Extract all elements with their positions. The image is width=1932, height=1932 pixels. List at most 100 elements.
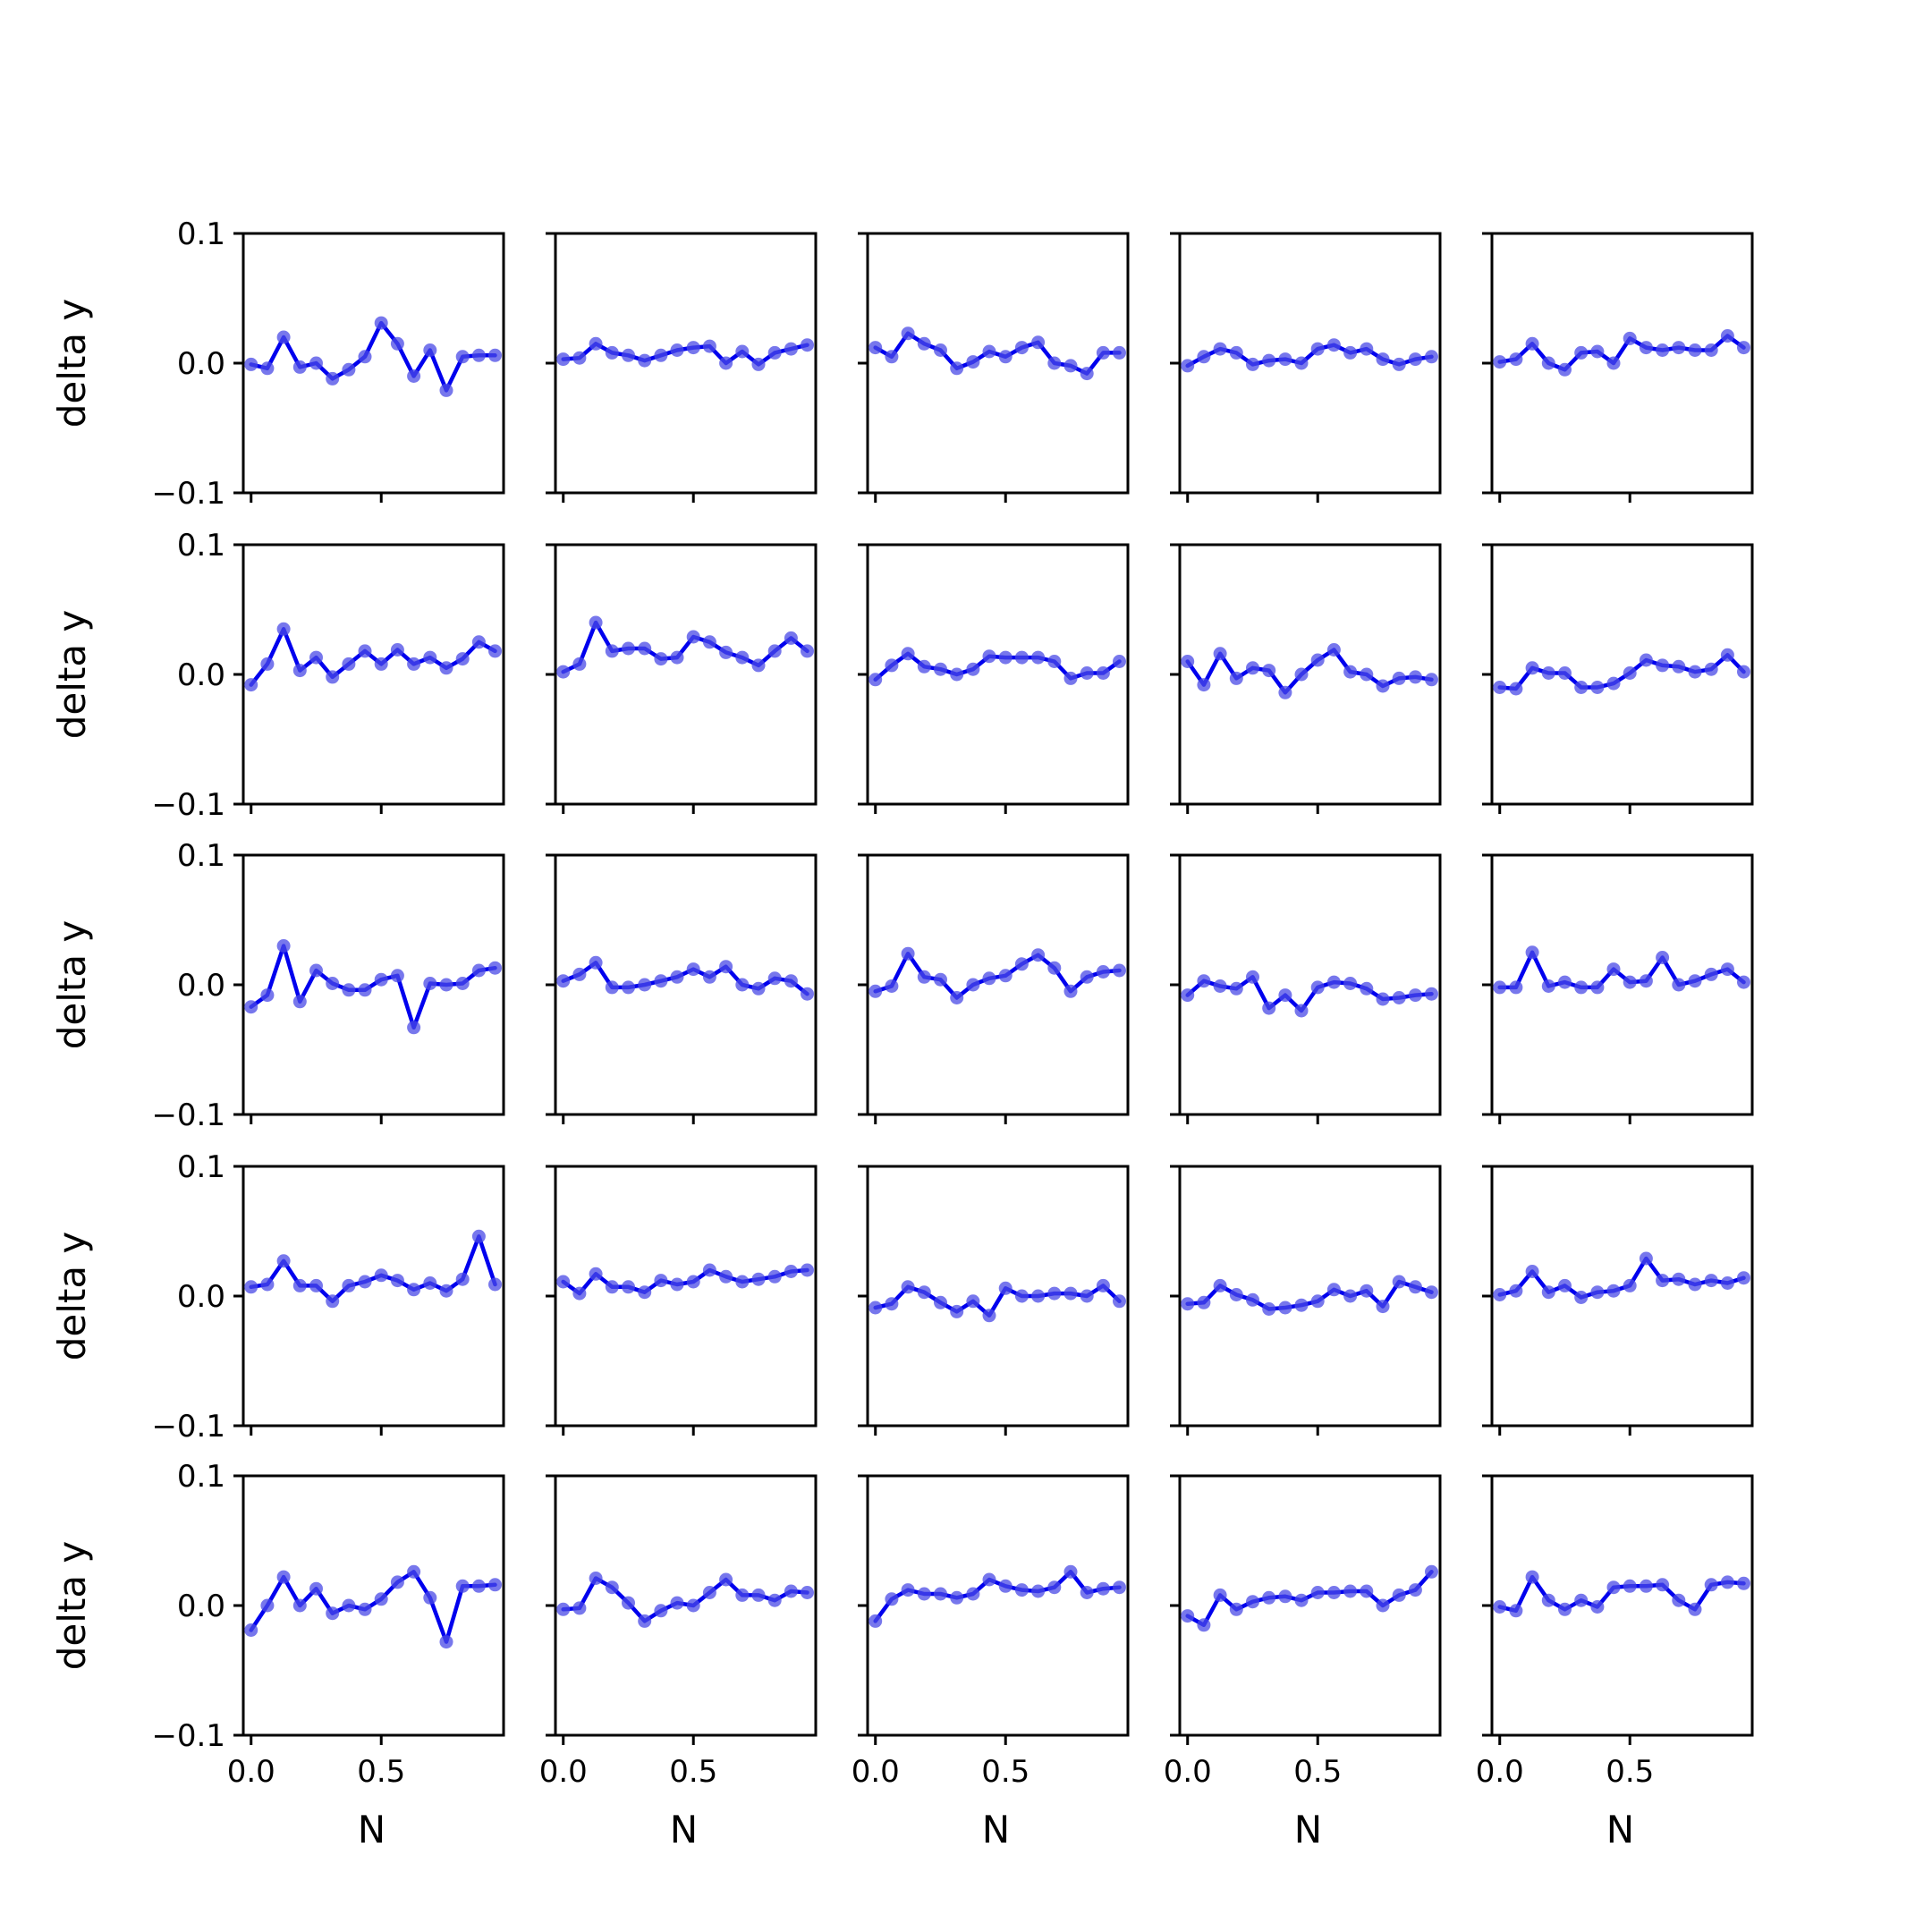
panel-r3-c2: [858, 1165, 1130, 1436]
data-point: [901, 647, 915, 661]
data-point: [1294, 667, 1309, 682]
data-point: [1113, 655, 1126, 668]
data-point: [342, 1598, 356, 1613]
data-point: [917, 1587, 931, 1601]
data-point: [1606, 1580, 1621, 1595]
data-point: [1574, 1291, 1589, 1304]
data-point: [934, 343, 947, 357]
data-point: [702, 635, 716, 649]
series-line: [1185, 1279, 1434, 1311]
data-point: [1541, 979, 1555, 993]
data-point: [1326, 1283, 1341, 1297]
data-point: [1246, 1595, 1259, 1609]
data-point: [1294, 1004, 1309, 1018]
data-point: [556, 352, 571, 367]
data-point: [589, 955, 603, 970]
data-point: [471, 1229, 486, 1243]
data-point: [1558, 1602, 1572, 1616]
data-point: [784, 1265, 798, 1278]
data-point: [326, 1294, 340, 1309]
data-point: [390, 969, 404, 983]
data-point: [982, 344, 996, 359]
data-point: [1606, 676, 1621, 691]
data-point: [1704, 967, 1718, 981]
data-point: [1014, 1289, 1029, 1303]
data-point: [1376, 1300, 1390, 1314]
panel-r0-c1: [546, 232, 818, 503]
data-point: [1737, 1576, 1750, 1590]
series-line: [1185, 975, 1434, 1013]
data-point: [719, 1269, 733, 1284]
plot-frame: [866, 853, 1130, 1116]
data-point: [654, 652, 668, 666]
data-point: [901, 946, 915, 961]
data-point: [1623, 666, 1637, 680]
data-point: [1343, 665, 1358, 679]
data-point: [374, 972, 388, 987]
data-point: [1558, 975, 1572, 989]
data-point: [358, 644, 372, 658]
data-point: [292, 1278, 307, 1292]
data-point: [801, 1586, 814, 1599]
data-point: [358, 983, 372, 997]
data-point: [556, 974, 571, 988]
data-point: [1392, 991, 1406, 1004]
data-point: [1493, 681, 1507, 694]
data-point: [423, 343, 437, 357]
x-axis-label: N: [358, 1808, 386, 1852]
x-axis-label: N: [670, 1808, 698, 1852]
series-line: [249, 320, 497, 393]
data-point: [622, 1280, 635, 1294]
series-line: [1185, 343, 1434, 369]
data-point: [1031, 1584, 1046, 1598]
data-point: [1197, 1618, 1211, 1632]
data-point: [1262, 1590, 1276, 1605]
data-point: [1213, 1588, 1227, 1602]
data-point: [1080, 1586, 1094, 1599]
data-point: [1656, 951, 1670, 964]
data-point: [1096, 1581, 1110, 1596]
data-point: [1392, 671, 1406, 685]
x-tick-label: 0.0: [227, 1754, 275, 1790]
panel-r4-c1: 0.0 0.5 N: [539, 1474, 818, 1852]
data-point: [934, 1587, 947, 1601]
data-point: [735, 978, 750, 992]
y-tick-label: −0.1: [151, 1718, 225, 1754]
data-point: [1425, 673, 1438, 687]
data-point: [869, 1301, 883, 1315]
panel-r2-c1: [546, 853, 818, 1124]
series-line: [249, 627, 497, 687]
data-point: [292, 664, 307, 678]
data-point: [1656, 1274, 1670, 1288]
data-point: [1181, 1297, 1195, 1311]
data-point: [1063, 359, 1078, 373]
data-point: [1590, 980, 1605, 995]
data-point: [1558, 362, 1572, 377]
data-point: [622, 348, 635, 362]
data-point: [1096, 965, 1110, 979]
data-point: [309, 356, 323, 370]
data-point: [1737, 665, 1750, 679]
data-point: [1623, 1278, 1637, 1292]
data-point: [1326, 975, 1341, 989]
panel-r4-c4: 0.0 0.5 N: [1476, 1474, 1754, 1852]
y-axis-label: delta y: [50, 1541, 94, 1671]
series-line: [1185, 1570, 1434, 1628]
data-point: [455, 652, 470, 666]
data-point: [869, 1614, 883, 1628]
data-point: [1181, 359, 1195, 373]
panel-r1-c3: [1170, 543, 1442, 814]
data-point: [605, 1580, 619, 1595]
data-point: [1096, 345, 1110, 360]
data-point: [1704, 1274, 1718, 1288]
data-point: [1197, 974, 1211, 988]
data-point: [276, 1570, 291, 1584]
data-point: [1113, 1580, 1126, 1595]
data-point: [950, 991, 964, 1004]
x-axis-label: N: [1606, 1808, 1634, 1852]
data-point: [1113, 963, 1126, 978]
data-point: [998, 1281, 1013, 1295]
data-point: [455, 350, 470, 364]
series-line: [1185, 648, 1434, 695]
data-point: [455, 1579, 470, 1593]
